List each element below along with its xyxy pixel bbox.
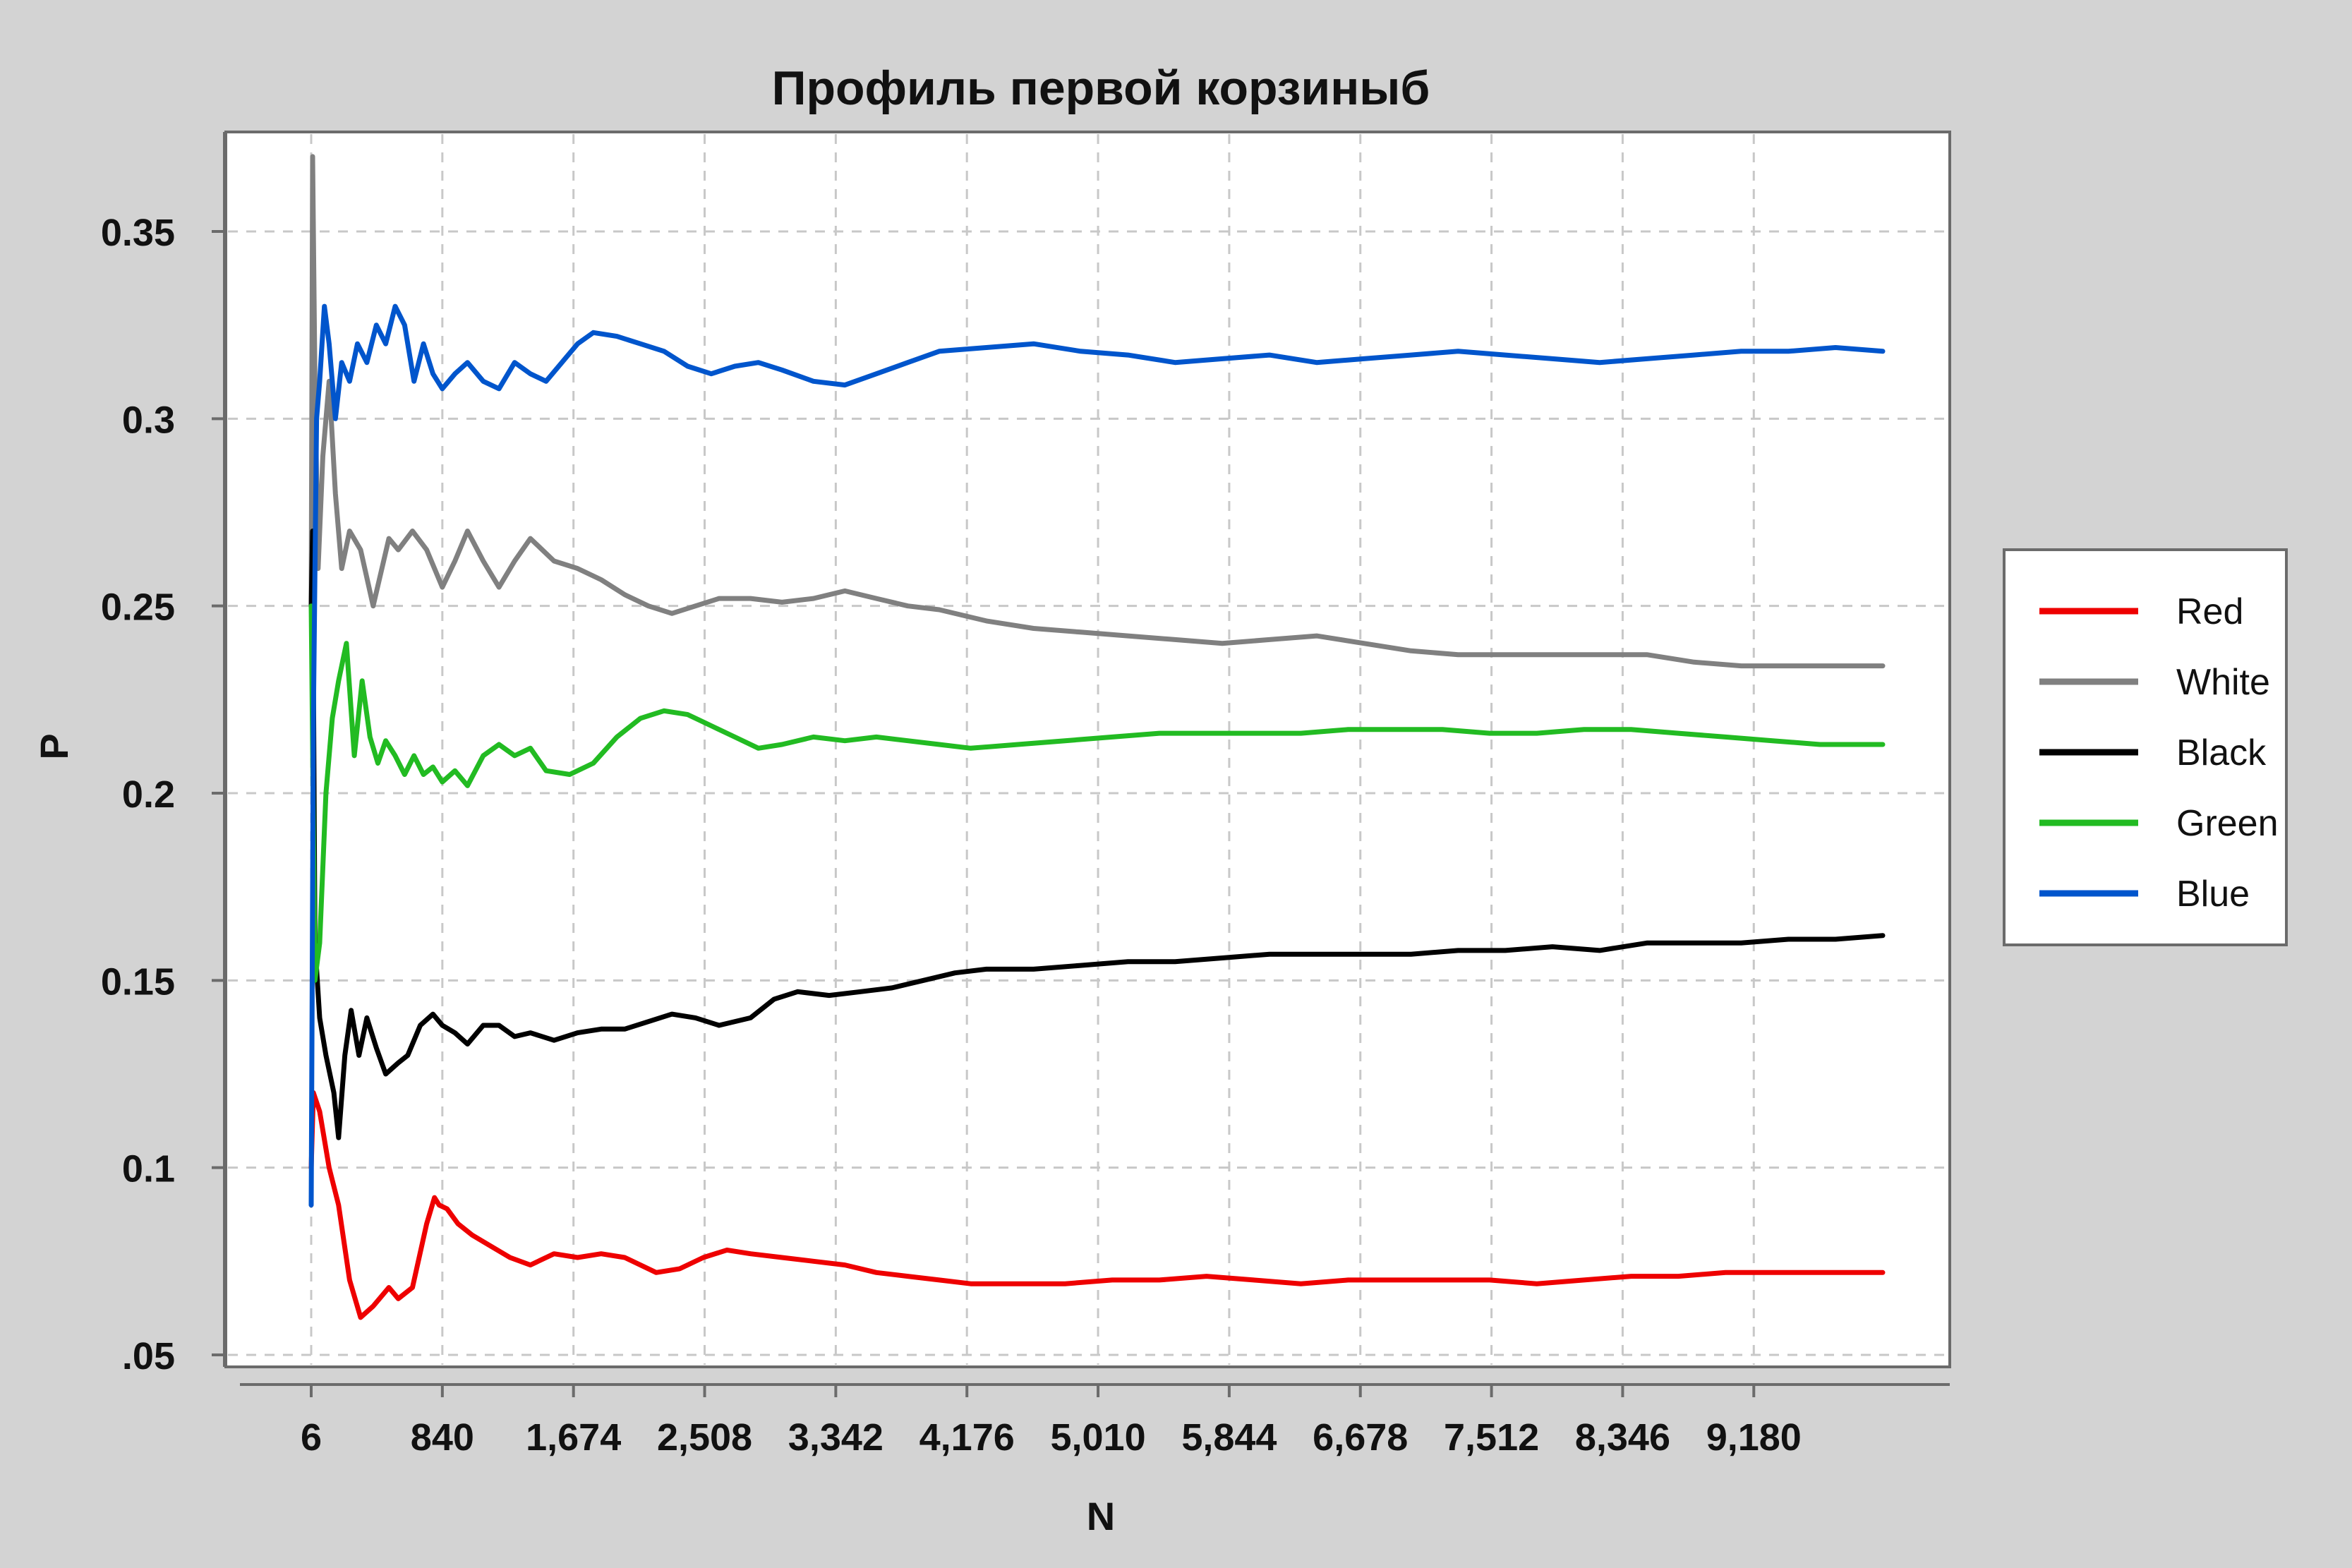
x-tick-label: 7,512 bbox=[1444, 1416, 1539, 1459]
series-lines bbox=[308, 154, 1886, 1320]
series-line-red bbox=[308, 1090, 1886, 1320]
y-tick-label: 0.35 bbox=[101, 212, 175, 254]
y-tick-label: 0.25 bbox=[101, 586, 175, 629]
y-tick-label: 0.1 bbox=[122, 1148, 175, 1190]
x-tick-label: 2,508 bbox=[657, 1416, 752, 1459]
x-axis-label: N bbox=[1087, 1494, 1115, 1538]
series-line-black bbox=[308, 529, 1886, 1140]
y-tick-label: 0.15 bbox=[101, 960, 175, 1003]
x-tick-label: 6,678 bbox=[1313, 1416, 1408, 1459]
x-tick-label: 6 bbox=[301, 1416, 322, 1459]
legend-label-red: Red bbox=[2176, 591, 2243, 632]
axes: .05 0.1 0.15 0.2 0.25 0.3 0.35 6 840 1,674 2,508 3,… bbox=[101, 132, 1950, 1459]
y-tick-label: 0.3 bbox=[122, 399, 175, 441]
y-axis-label: P bbox=[32, 733, 76, 759]
x-tick-label: 9,180 bbox=[1706, 1416, 1802, 1459]
x-tick-label: 1,674 bbox=[526, 1416, 621, 1459]
legend-label-blue: Blue bbox=[2176, 874, 2250, 915]
x-tick-label: 5,844 bbox=[1181, 1416, 1277, 1459]
grid bbox=[228, 134, 1948, 1365]
legend-label-white: White bbox=[2176, 662, 2270, 703]
x-tick-label: 8,346 bbox=[1575, 1416, 1670, 1459]
y-tick-label: .05 bbox=[122, 1335, 175, 1377]
x-tick-label: 4,176 bbox=[919, 1416, 1015, 1459]
legend-box bbox=[2003, 548, 2288, 946]
series-line-white bbox=[308, 154, 1886, 669]
series-line-green bbox=[308, 603, 1886, 983]
x-tick-label: 5,010 bbox=[1050, 1416, 1145, 1459]
legend-label-black: Black bbox=[2176, 732, 2267, 773]
plot-area bbox=[224, 131, 1951, 1368]
legend: Red White Black Green Blue bbox=[2003, 548, 2288, 946]
x-tick-label: 840 bbox=[411, 1416, 474, 1459]
chart-title: Профиль первой корзиныб bbox=[772, 61, 1430, 115]
legend-label-green: Green bbox=[2176, 803, 2279, 844]
series-line-blue bbox=[308, 303, 1886, 1208]
x-tick-label: 3,342 bbox=[788, 1416, 883, 1459]
y-tick-label: 0.2 bbox=[122, 773, 175, 816]
